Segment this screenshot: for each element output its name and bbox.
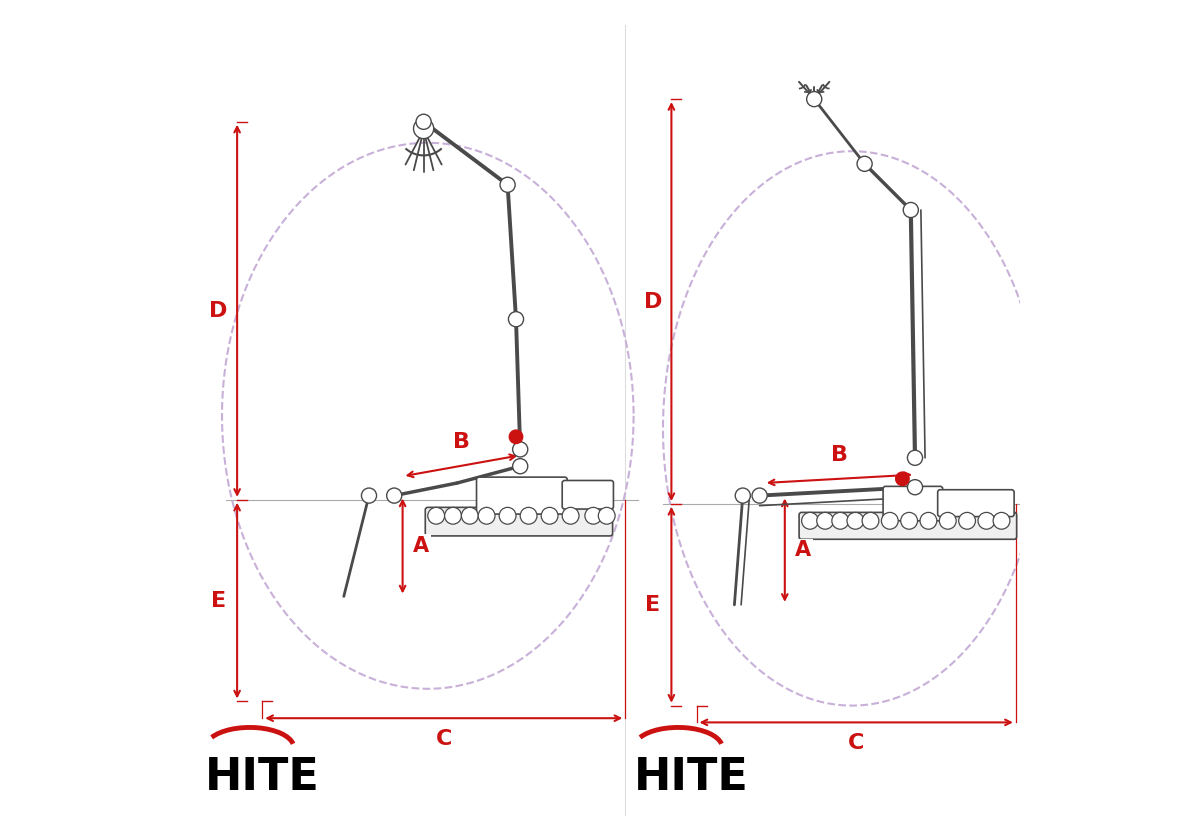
Text: E: E (211, 591, 227, 611)
Circle shape (414, 118, 433, 139)
Circle shape (806, 92, 822, 107)
Circle shape (881, 512, 898, 529)
Circle shape (832, 512, 848, 529)
Circle shape (862, 512, 878, 529)
Circle shape (752, 488, 767, 503)
Text: HITE: HITE (205, 756, 320, 799)
FancyBboxPatch shape (563, 480, 613, 509)
Text: C: C (436, 729, 452, 749)
Text: E: E (646, 595, 660, 615)
FancyBboxPatch shape (799, 512, 1016, 539)
Circle shape (978, 512, 995, 529)
Circle shape (901, 512, 918, 529)
Circle shape (512, 442, 528, 457)
Text: B: B (452, 433, 470, 452)
Circle shape (444, 507, 461, 524)
FancyBboxPatch shape (425, 507, 613, 536)
Circle shape (599, 507, 616, 524)
Circle shape (895, 472, 910, 486)
Circle shape (584, 507, 601, 524)
Circle shape (512, 459, 528, 474)
Circle shape (994, 512, 1010, 529)
Circle shape (499, 507, 516, 524)
Circle shape (509, 430, 523, 444)
Circle shape (847, 512, 864, 529)
Circle shape (940, 512, 956, 529)
Circle shape (857, 156, 872, 171)
Circle shape (907, 480, 923, 495)
Circle shape (817, 512, 834, 529)
Circle shape (959, 512, 976, 529)
Text: D: D (210, 301, 228, 321)
Circle shape (386, 488, 402, 503)
Circle shape (361, 488, 377, 503)
Circle shape (479, 507, 496, 524)
Text: D: D (643, 291, 662, 312)
Text: A: A (413, 536, 430, 556)
FancyBboxPatch shape (937, 490, 1014, 517)
Circle shape (920, 512, 937, 529)
Circle shape (904, 202, 918, 218)
Circle shape (907, 450, 923, 465)
Text: B: B (830, 445, 848, 465)
Circle shape (428, 507, 445, 524)
Circle shape (509, 312, 523, 327)
Text: HITE: HITE (634, 756, 749, 799)
Circle shape (521, 507, 538, 524)
Circle shape (541, 507, 558, 524)
FancyBboxPatch shape (883, 486, 943, 521)
Circle shape (416, 114, 431, 129)
Circle shape (461, 507, 478, 524)
FancyBboxPatch shape (476, 477, 568, 514)
Circle shape (736, 488, 750, 503)
Circle shape (500, 177, 515, 192)
Circle shape (563, 507, 580, 524)
Text: C: C (848, 733, 864, 753)
Text: A: A (796, 540, 811, 560)
Circle shape (802, 512, 818, 529)
